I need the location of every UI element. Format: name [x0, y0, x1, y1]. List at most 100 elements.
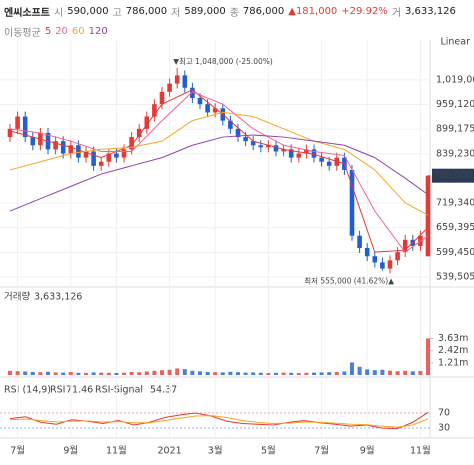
candle-body: [349, 169, 355, 236]
candle-body: [121, 149, 127, 158]
x-tick-label: 7월: [314, 445, 329, 457]
legend-entry: 120: [88, 26, 108, 37]
candle-body: [7, 128, 13, 138]
volume-bar: [167, 369, 172, 375]
legend-entry: 5: [44, 26, 52, 37]
legend-title: 이동평균: [4, 28, 41, 39]
candle-body: [205, 104, 210, 113]
volume-bar: [198, 371, 202, 375]
volume-bar: [152, 370, 157, 375]
label: 고: [112, 8, 122, 19]
candle-body: [30, 137, 36, 146]
volume-bar: [274, 372, 278, 375]
volume-bar: [342, 371, 347, 375]
candle-body: [190, 87, 195, 99]
rsi-line: [9, 415, 429, 428]
volume-bar: [160, 370, 164, 375]
candle-body: [296, 153, 302, 158]
candle-body: [76, 145, 81, 158]
volume-bar: [46, 371, 50, 375]
price-header: 엔씨소프트 시 590,000 고 786,000 저 589,000 종 786,00…: [4, 4, 456, 19]
candle-body: [114, 153, 119, 158]
volume-bar: [281, 372, 286, 375]
y-tick-label: 539,505: [436, 271, 474, 282]
volume-bar: [312, 372, 316, 375]
volume-bar: [61, 372, 66, 375]
volume-bar: [15, 371, 20, 375]
label: 저: [171, 8, 181, 19]
value: 786,000: [125, 6, 168, 17]
volume-bar: [30, 371, 35, 375]
volume-bar: [395, 371, 400, 375]
value: 589,000: [184, 6, 226, 17]
rsi-last: 71.46: [66, 385, 93, 396]
volume-bar: [266, 372, 271, 375]
y-tick-label: 959,120: [436, 99, 474, 110]
volume-bar: [334, 371, 339, 375]
volume-bar: [304, 372, 309, 375]
volume-bar: [106, 372, 111, 375]
rsi-line: [9, 412, 429, 430]
volume-bar: [220, 372, 225, 375]
candle-body: [174, 75, 180, 84]
volume-bar: [236, 372, 240, 375]
volume-bar: [388, 370, 392, 375]
volume-bar: [205, 371, 210, 375]
ma-line: [9, 111, 429, 216]
y-tick-label: 839,230: [436, 148, 474, 159]
x-tick-label: 11월: [106, 445, 127, 457]
volume-bar: [418, 370, 423, 375]
volume-bar: [228, 371, 233, 375]
volume-bar: [122, 372, 126, 375]
value: 590,000: [67, 6, 109, 17]
volume-bar: [243, 372, 248, 375]
candle-body: [159, 91, 165, 105]
ma-legend: 이동평균 5 20 60 120: [4, 24, 108, 39]
legend-entry: 20: [55, 26, 68, 37]
candle-body: [83, 151, 89, 158]
candle-body: [288, 149, 294, 158]
volume-bar: [114, 372, 119, 375]
y-tick-label: 1.21m: [438, 357, 468, 368]
candle-body: [98, 161, 104, 166]
candle-body: [319, 157, 324, 162]
legend-entry: 60: [71, 26, 85, 37]
candle-body: [281, 149, 286, 152]
volume-bar: [365, 369, 370, 375]
candle-body: [197, 98, 203, 105]
candle-body: [136, 128, 142, 138]
volume-bar: [38, 372, 43, 375]
candle-body: [68, 145, 74, 154]
x-tick-label: 9월: [360, 445, 375, 457]
signal-name: RSI-Signal: [95, 385, 143, 396]
volume-bar: [91, 372, 96, 375]
candle-body: [311, 149, 317, 158]
candle-body: [425, 175, 431, 257]
candle-body: [212, 108, 218, 113]
candle-body: [60, 141, 66, 154]
value: 786,000: [242, 6, 285, 17]
candle-body: [273, 145, 279, 152]
y-tick-label: 30: [438, 423, 450, 434]
candle-body: [22, 116, 28, 138]
volume-bar: [296, 372, 301, 375]
candle-body: [357, 235, 362, 249]
rsi-name: RSI: [50, 385, 65, 396]
candle-body: [106, 153, 112, 162]
volume-bar: [410, 371, 415, 375]
volume-bar: [175, 368, 180, 375]
candle-body: [235, 128, 241, 138]
volume-bar: [289, 372, 294, 375]
candle-body: [15, 116, 20, 129]
y-tick-label: 3.63m: [438, 333, 468, 344]
x-tick-label: 5월: [261, 445, 276, 457]
y-tick-label: 719,340: [436, 198, 474, 209]
volume-bar: [258, 372, 263, 375]
volume-bar: [137, 372, 142, 375]
volume-bar: [426, 338, 430, 375]
candle-body: [250, 141, 256, 146]
volume-bar: [84, 372, 88, 375]
volume-bar: [76, 372, 81, 375]
candle-body: [167, 83, 172, 92]
